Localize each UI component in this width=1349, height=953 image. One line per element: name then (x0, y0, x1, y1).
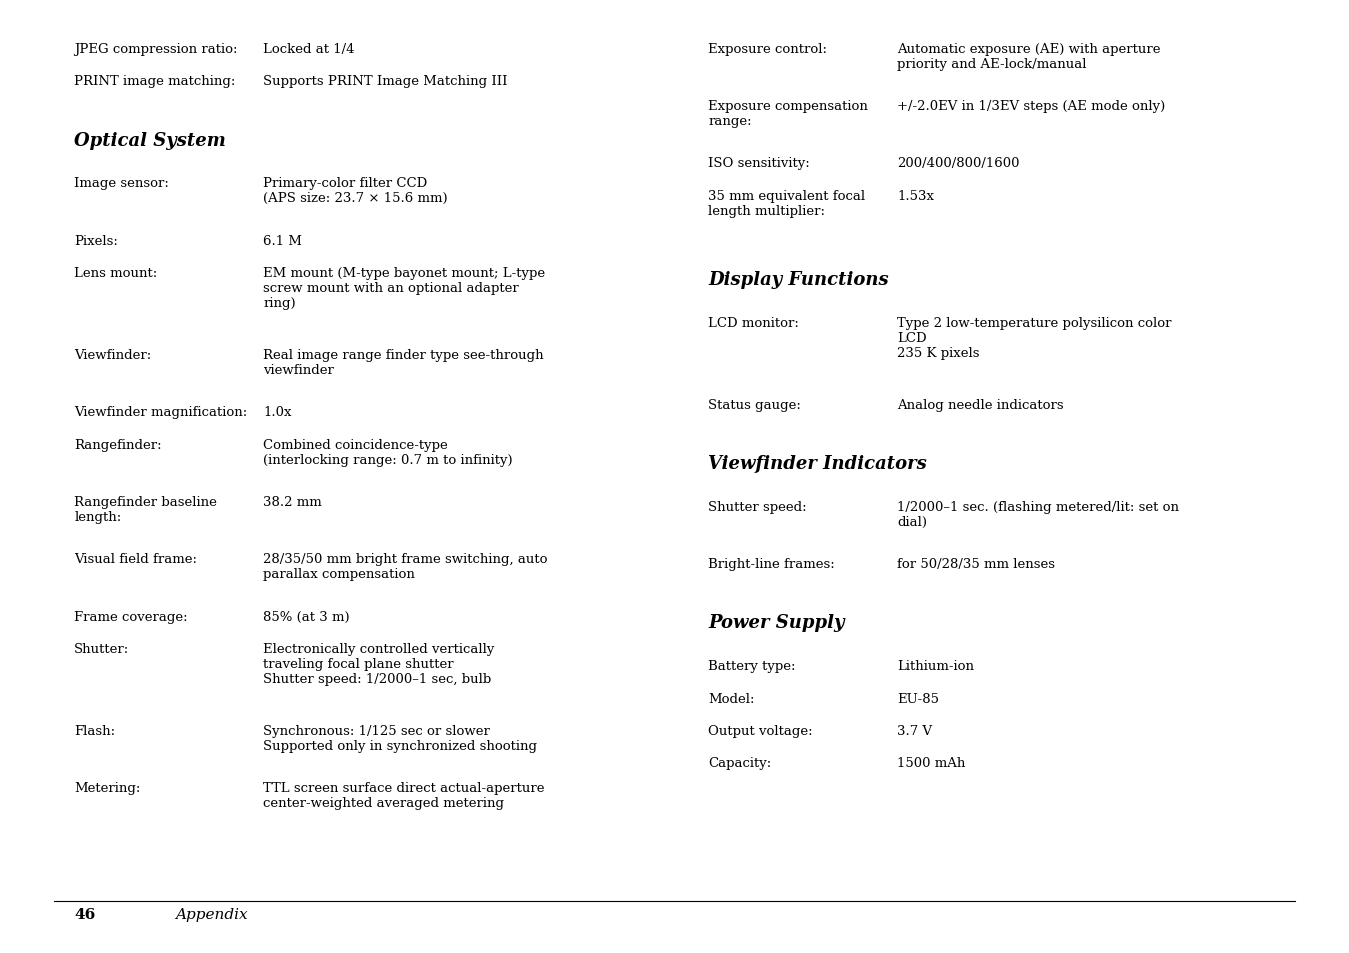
Text: Automatic exposure (AE) with aperture
priority and AE-lock/manual: Automatic exposure (AE) with aperture pr… (897, 43, 1160, 71)
Text: Type 2 low-temperature polysilicon color
LCD
235 K pixels: Type 2 low-temperature polysilicon color… (897, 316, 1171, 359)
Text: 38.2 mm: 38.2 mm (263, 496, 322, 509)
Text: Visual field frame:: Visual field frame: (74, 553, 197, 566)
Text: Pixels:: Pixels: (74, 234, 119, 248)
Text: Power Supply: Power Supply (708, 614, 844, 632)
Text: 6.1 M: 6.1 M (263, 234, 302, 248)
Text: Flash:: Flash: (74, 724, 115, 738)
Text: Capacity:: Capacity: (708, 757, 772, 770)
Text: Primary-color filter CCD
(APS size: 23.7 × 15.6 mm): Primary-color filter CCD (APS size: 23.7… (263, 177, 448, 205)
Text: Viewfinder Indicators: Viewfinder Indicators (708, 455, 927, 473)
Text: Supports PRINT Image Matching III: Supports PRINT Image Matching III (263, 75, 507, 89)
Text: Optical System: Optical System (74, 132, 225, 150)
Text: PRINT image matching:: PRINT image matching: (74, 75, 236, 89)
Text: Shutter:: Shutter: (74, 642, 130, 656)
Text: 28/35/50 mm bright frame switching, auto
parallax compensation: 28/35/50 mm bright frame switching, auto… (263, 553, 548, 580)
Text: Rangefinder baseline
length:: Rangefinder baseline length: (74, 496, 217, 523)
Text: EU-85: EU-85 (897, 692, 939, 705)
Text: Combined coincidence-type
(interlocking range: 0.7 m to infinity): Combined coincidence-type (interlocking … (263, 438, 513, 466)
Text: Model:: Model: (708, 692, 754, 705)
Text: 200/400/800/1600: 200/400/800/1600 (897, 157, 1020, 171)
Text: Electronically controlled vertically
traveling focal plane shutter
Shutter speed: Electronically controlled vertically tra… (263, 642, 495, 685)
Text: Exposure control:: Exposure control: (708, 43, 827, 56)
Text: +/-2.0EV in 1/3EV steps (AE mode only): +/-2.0EV in 1/3EV steps (AE mode only) (897, 100, 1166, 113)
Text: Viewfinder magnification:: Viewfinder magnification: (74, 406, 247, 419)
Text: 1500 mAh: 1500 mAh (897, 757, 966, 770)
Text: 46: 46 (74, 907, 96, 922)
Text: 1/2000–1 sec. (flashing metered/lit: set on
dial): 1/2000–1 sec. (flashing metered/lit: set… (897, 500, 1179, 528)
Text: Viewfinder:: Viewfinder: (74, 349, 151, 362)
Text: for 50/28/35 mm lenses: for 50/28/35 mm lenses (897, 558, 1055, 571)
Text: Analog needle indicators: Analog needle indicators (897, 398, 1064, 412)
Text: Output voltage:: Output voltage: (708, 724, 813, 738)
Text: Rangefinder:: Rangefinder: (74, 438, 162, 452)
Text: Real image range finder type see-through
viewfinder: Real image range finder type see-through… (263, 349, 544, 376)
Text: 1.53x: 1.53x (897, 190, 934, 203)
Text: Lithium-ion: Lithium-ion (897, 659, 974, 673)
Text: EM mount (M-type bayonet mount; L-type
screw mount with an optional adapter
ring: EM mount (M-type bayonet mount; L-type s… (263, 267, 545, 310)
Text: 1.0x: 1.0x (263, 406, 291, 419)
Text: Display Functions: Display Functions (708, 271, 889, 289)
Text: Appendix: Appendix (175, 907, 248, 922)
Text: Image sensor:: Image sensor: (74, 177, 169, 191)
Text: Frame coverage:: Frame coverage: (74, 610, 188, 623)
Text: Status gauge:: Status gauge: (708, 398, 801, 412)
Text: Locked at 1/4: Locked at 1/4 (263, 43, 355, 56)
Text: JPEG compression ratio:: JPEG compression ratio: (74, 43, 237, 56)
Text: 85% (at 3 m): 85% (at 3 m) (263, 610, 349, 623)
Text: 35 mm equivalent focal
length multiplier:: 35 mm equivalent focal length multiplier… (708, 190, 865, 217)
Text: TTL screen surface direct actual-aperture
center-weighted averaged metering: TTL screen surface direct actual-apertur… (263, 781, 545, 809)
Text: Lens mount:: Lens mount: (74, 267, 158, 280)
Text: Metering:: Metering: (74, 781, 140, 795)
Text: ISO sensitivity:: ISO sensitivity: (708, 157, 809, 171)
Text: LCD monitor:: LCD monitor: (708, 316, 799, 330)
Text: Shutter speed:: Shutter speed: (708, 500, 807, 514)
Text: 3.7 V: 3.7 V (897, 724, 932, 738)
Text: Exposure compensation
range:: Exposure compensation range: (708, 100, 869, 128)
Text: Battery type:: Battery type: (708, 659, 796, 673)
Text: Synchronous: 1/125 sec or slower
Supported only in synchronized shooting: Synchronous: 1/125 sec or slower Support… (263, 724, 537, 752)
Text: Bright-line frames:: Bright-line frames: (708, 558, 835, 571)
